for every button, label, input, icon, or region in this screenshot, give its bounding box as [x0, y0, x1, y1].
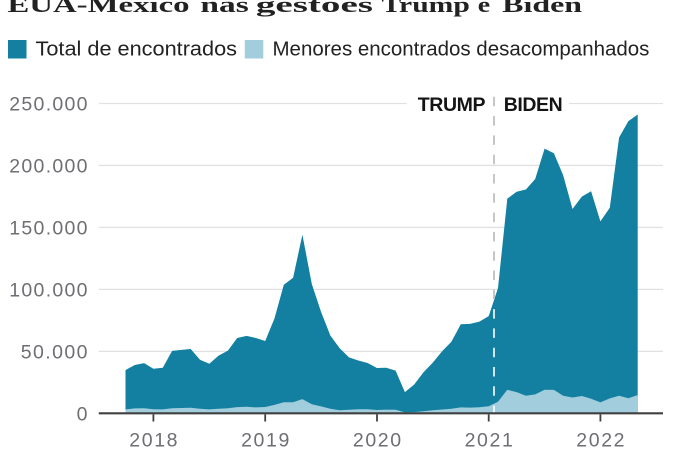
svg-text:Trump: Trump — [382, 0, 470, 17]
svg-text:0: 0 — [77, 403, 88, 425]
svg-text:Total de encontrados: Total de encontrados — [36, 38, 238, 60]
svg-text:150.000: 150.000 — [9, 218, 87, 240]
svg-text:Menores encontrados desacompan: Menores encontrados desacompanhados — [273, 38, 650, 60]
svg-text:e: e — [478, 0, 490, 17]
svg-text:gestões: gestões — [256, 0, 374, 17]
svg-text:100.000: 100.000 — [9, 279, 87, 301]
svg-text:200.000: 200.000 — [9, 156, 87, 178]
svg-text:2020: 2020 — [353, 430, 401, 450]
svg-text:2021: 2021 — [465, 430, 513, 450]
svg-text:BIDEN: BIDEN — [504, 94, 563, 116]
svg-text:TRUMP: TRUMP — [418, 94, 486, 116]
svg-text:EUA-México: EUA-México — [7, 0, 189, 17]
svg-text:2018: 2018 — [129, 430, 177, 450]
svg-text:250.000: 250.000 — [9, 94, 87, 116]
svg-text:Biden: Biden — [502, 0, 582, 17]
svg-text:2022: 2022 — [576, 430, 624, 450]
svg-text:50.000: 50.000 — [21, 341, 88, 363]
svg-text:2019: 2019 — [241, 430, 289, 450]
svg-text:nas: nas — [200, 0, 249, 17]
